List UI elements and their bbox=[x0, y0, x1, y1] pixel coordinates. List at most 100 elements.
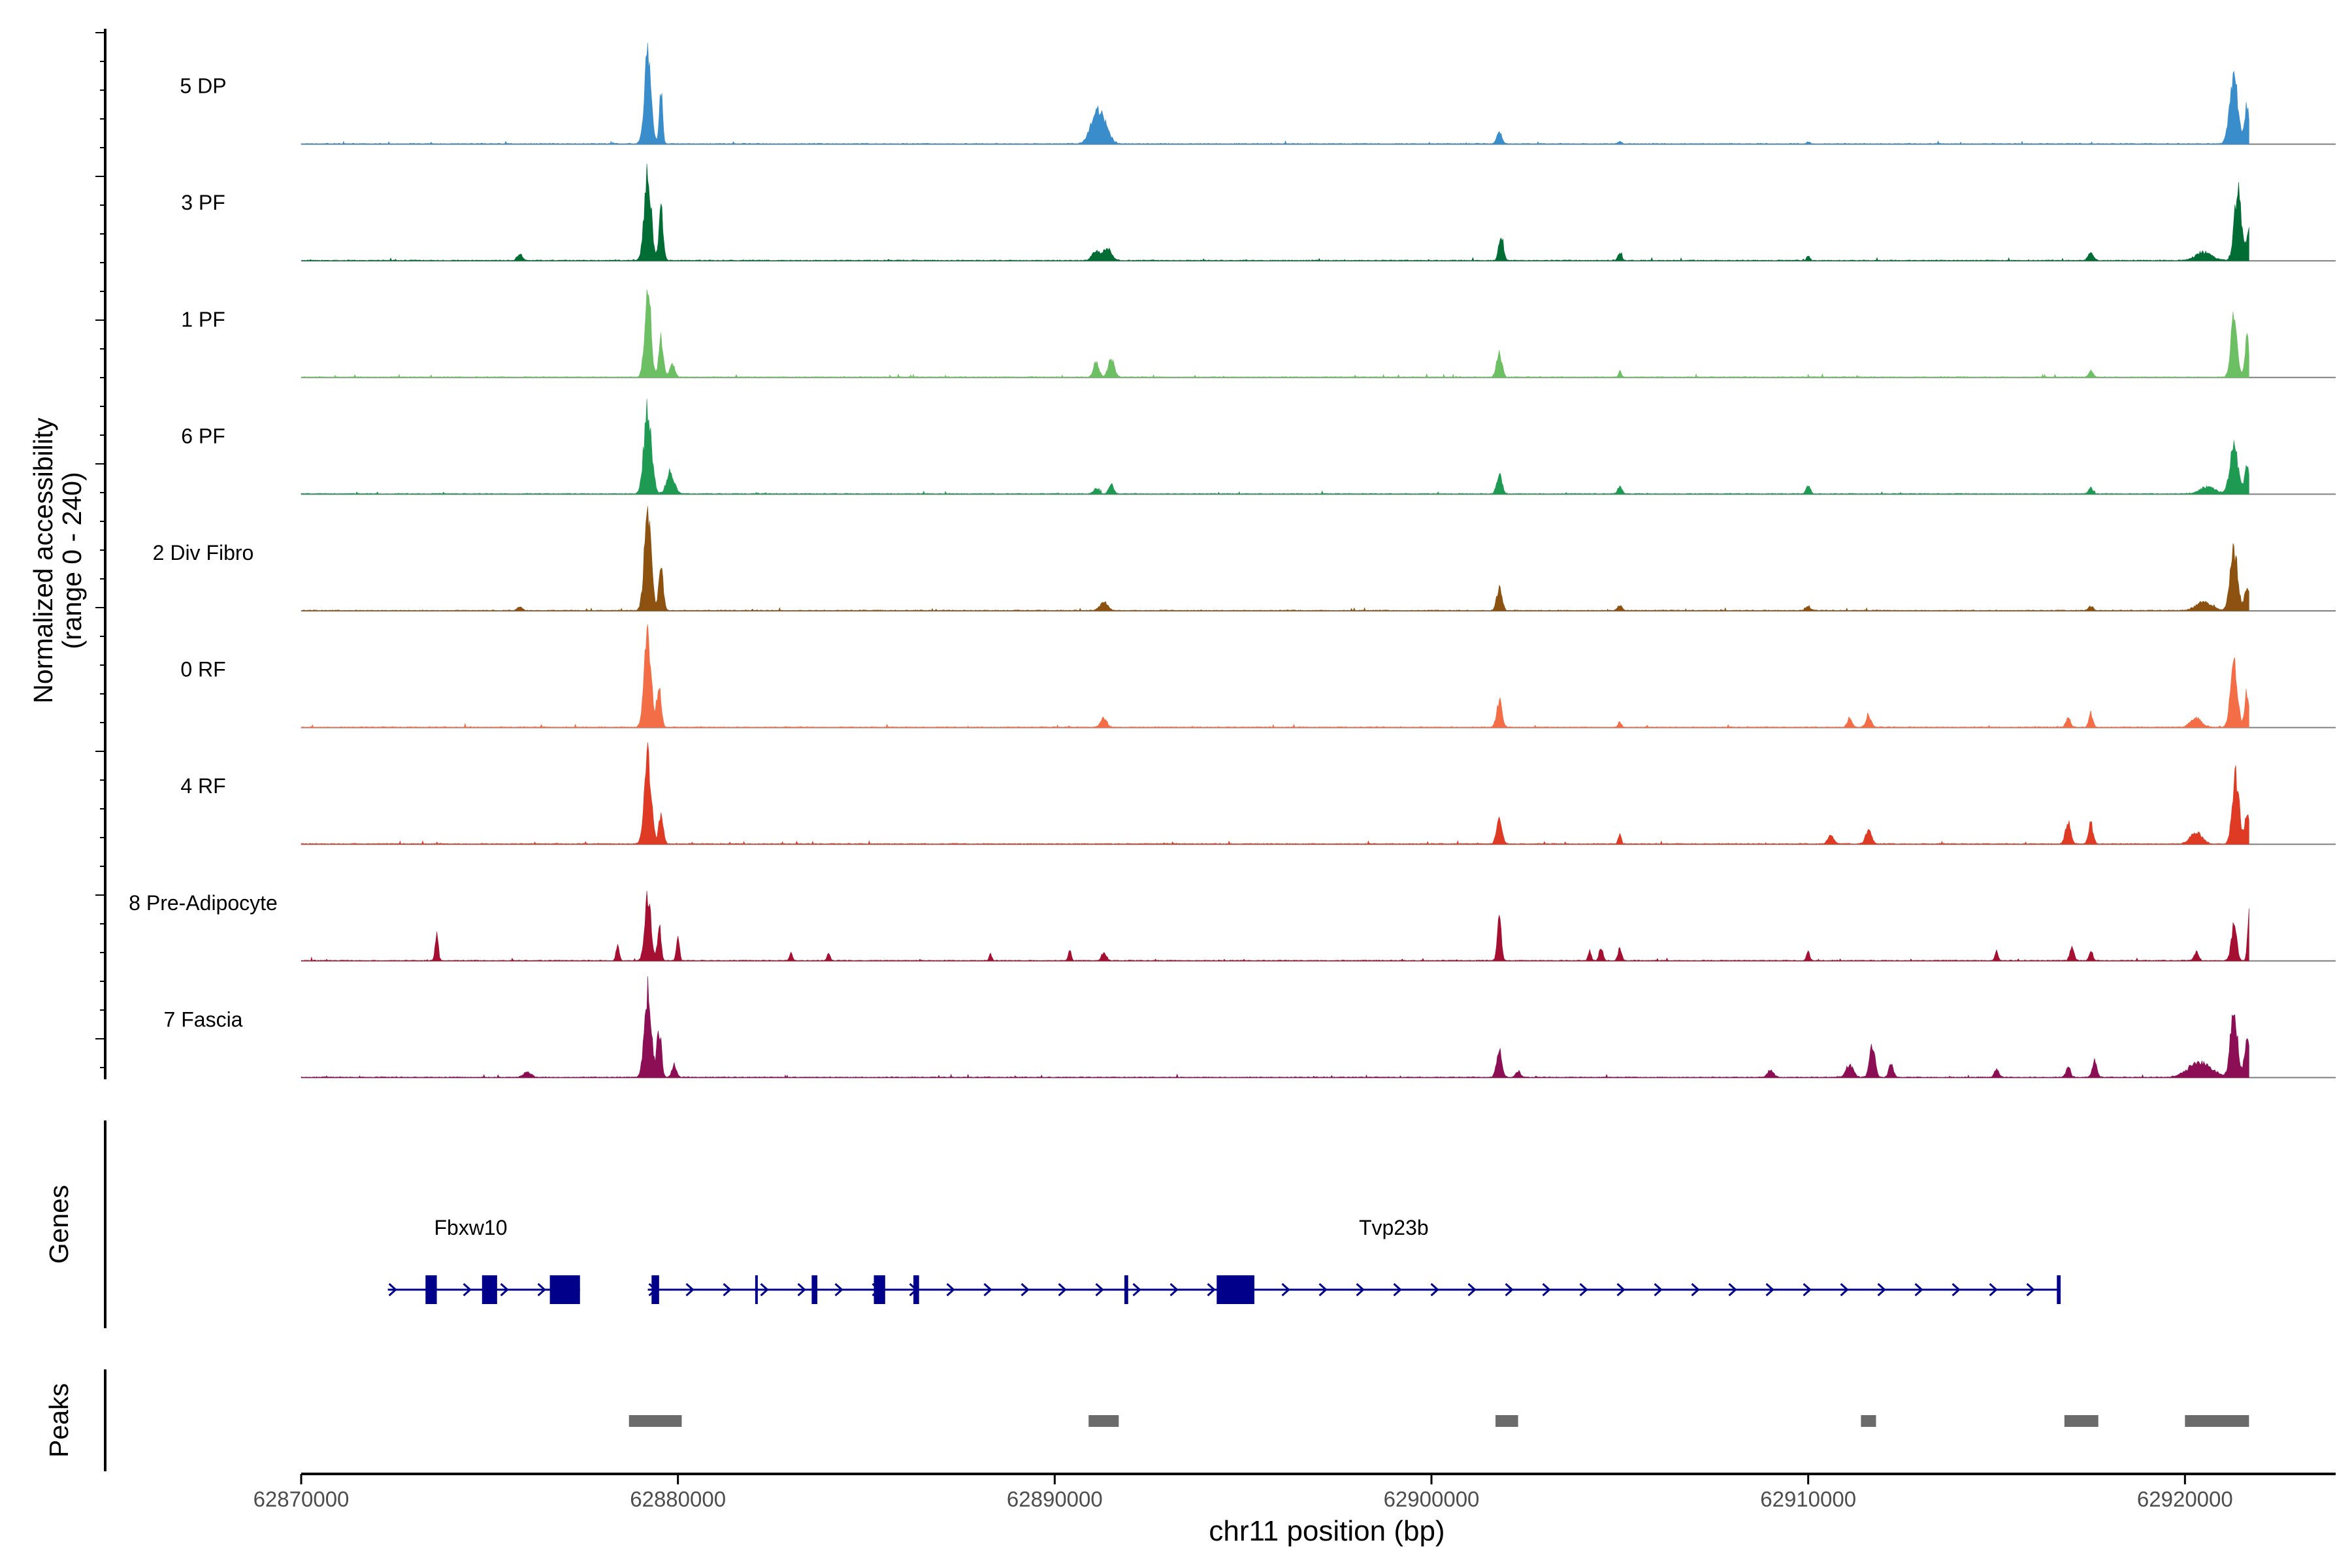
gene-exon bbox=[651, 1275, 659, 1304]
strand-arrow bbox=[1877, 1282, 1886, 1297]
strand-arrow bbox=[1989, 1282, 1998, 1297]
strand-arrow bbox=[1356, 1282, 1365, 1297]
strand-arrow bbox=[1021, 1282, 1030, 1297]
track-5-dp: 5 DP bbox=[180, 42, 2336, 145]
peaks-panel-title: Peaks bbox=[44, 1383, 74, 1458]
strand-arrow bbox=[797, 1282, 806, 1297]
strand-arrow bbox=[388, 1282, 397, 1297]
coverage-y-ticks bbox=[95, 32, 105, 1068]
track-4-rf: 4 RF bbox=[180, 742, 2336, 845]
strand-arrow bbox=[1765, 1282, 1774, 1297]
strand-arrow bbox=[760, 1282, 769, 1297]
gene-exon bbox=[913, 1275, 919, 1304]
gene-exon bbox=[755, 1275, 758, 1304]
x-axis-title: chr11 position (bp) bbox=[1209, 1515, 1445, 1547]
x-tick-label: 62920000 bbox=[2137, 1487, 2233, 1511]
gene-exon bbox=[2057, 1275, 2061, 1304]
x-tick-label: 62910000 bbox=[1760, 1487, 1856, 1511]
strand-arrow bbox=[983, 1282, 992, 1297]
track-label: 1 PF bbox=[181, 308, 225, 331]
strand-arrow bbox=[1467, 1282, 1477, 1297]
strand-arrow bbox=[1132, 1282, 1141, 1297]
strand-arrow bbox=[1914, 1282, 1923, 1297]
track-signal bbox=[301, 624, 2249, 728]
gene-exon bbox=[482, 1275, 497, 1304]
gene-exon bbox=[874, 1275, 885, 1304]
track-signal bbox=[301, 163, 2249, 261]
coverage-tracks: 5 DP 3 PF 1 PF 6 PF 2 Div Fibro 0 RF 4 RF 8 Pre… bbox=[129, 42, 2336, 1079]
strand-arrow bbox=[685, 1282, 694, 1297]
x-tick-label: 62880000 bbox=[630, 1487, 726, 1511]
strand-arrow bbox=[1542, 1282, 1551, 1297]
strand-arrow bbox=[2026, 1282, 2035, 1297]
gene-tvp23b: Tvp23b bbox=[647, 1216, 2061, 1304]
gene-name-label: Fbxw10 bbox=[434, 1216, 507, 1239]
track-signal bbox=[301, 506, 2249, 612]
y-axis-title-line2: (range 0 - 240) bbox=[57, 472, 87, 649]
track-2-div-fibro: 2 Div Fibro bbox=[153, 506, 2336, 612]
x-tick-label: 62870000 bbox=[253, 1487, 350, 1511]
strand-arrow bbox=[834, 1282, 843, 1297]
track-signal bbox=[301, 42, 2249, 145]
strand-arrow bbox=[1207, 1282, 1216, 1297]
strand-arrow bbox=[537, 1282, 546, 1297]
gene-exon bbox=[1217, 1275, 1254, 1304]
track-6-pf: 6 PF bbox=[181, 399, 2336, 495]
strand-arrow bbox=[1803, 1282, 1812, 1297]
strand-arrow bbox=[1505, 1282, 1514, 1297]
strand-arrow bbox=[1840, 1282, 1849, 1297]
track-3-pf: 3 PF bbox=[181, 163, 2336, 262]
gene-exon bbox=[811, 1275, 818, 1304]
strand-arrow bbox=[1654, 1282, 1663, 1297]
x-tick-label: 62890000 bbox=[1007, 1487, 1103, 1511]
track-7-fascia: 7 Fascia bbox=[164, 976, 2336, 1079]
peak-region bbox=[1861, 1415, 1876, 1427]
strand-arrow bbox=[1430, 1282, 1439, 1297]
x-axis-ticks: 62870000 62880000 62890000 62900000 62910000… bbox=[253, 1474, 2233, 1511]
track-signal bbox=[301, 976, 2249, 1078]
y-axis-title-line1: Normalized accessibility bbox=[28, 417, 58, 704]
track-0-rf: 0 RF bbox=[180, 624, 2336, 728]
peak-region bbox=[2185, 1415, 2249, 1427]
track-label: 4 RF bbox=[180, 774, 225, 798]
track-signal bbox=[301, 890, 2249, 962]
track-signal bbox=[301, 742, 2249, 845]
strand-arrow bbox=[1579, 1282, 1588, 1297]
peak-region bbox=[2064, 1415, 2099, 1427]
strand-arrow bbox=[1728, 1282, 1737, 1297]
track-signal bbox=[301, 289, 2249, 378]
track-label: 2 Div Fibro bbox=[153, 541, 254, 564]
track-8-pre-adipocyte: 8 Pre-Adipocyte bbox=[129, 890, 2336, 962]
gene-exon bbox=[549, 1275, 580, 1304]
strand-arrow bbox=[1616, 1282, 1625, 1297]
track-label: 6 PF bbox=[181, 424, 225, 448]
track-signal bbox=[301, 399, 2249, 495]
gene-annotations: Fbxw10 Tvp23b bbox=[387, 1216, 2061, 1304]
track-label: 7 Fascia bbox=[164, 1007, 243, 1031]
strand-arrow bbox=[723, 1282, 732, 1297]
peak-region bbox=[1088, 1415, 1119, 1427]
strand-arrow bbox=[500, 1282, 509, 1297]
track-1-pf: 1 PF bbox=[181, 289, 2336, 378]
genes-panel-title: Genes bbox=[44, 1185, 74, 1264]
peak-region bbox=[1495, 1415, 1518, 1427]
strand-arrow bbox=[1393, 1282, 1402, 1297]
strand-arrow bbox=[946, 1282, 955, 1297]
track-label: 5 DP bbox=[180, 74, 226, 98]
strand-arrow bbox=[1095, 1282, 1104, 1297]
peak-regions bbox=[629, 1415, 2249, 1427]
track-label: 0 RF bbox=[180, 658, 225, 681]
strand-arrow bbox=[1318, 1282, 1328, 1297]
track-label: 3 PF bbox=[181, 191, 225, 214]
peak-region bbox=[629, 1415, 682, 1427]
strand-arrow bbox=[1058, 1282, 1067, 1297]
gene-exon bbox=[425, 1275, 437, 1304]
gene-name-label: Tvp23b bbox=[1359, 1216, 1429, 1239]
strand-arrow bbox=[1952, 1282, 1961, 1297]
track-label: 8 Pre-Adipocyte bbox=[129, 891, 278, 915]
strand-arrow bbox=[1691, 1282, 1700, 1297]
strand-arrow bbox=[1169, 1282, 1179, 1297]
strand-arrow bbox=[463, 1282, 472, 1297]
